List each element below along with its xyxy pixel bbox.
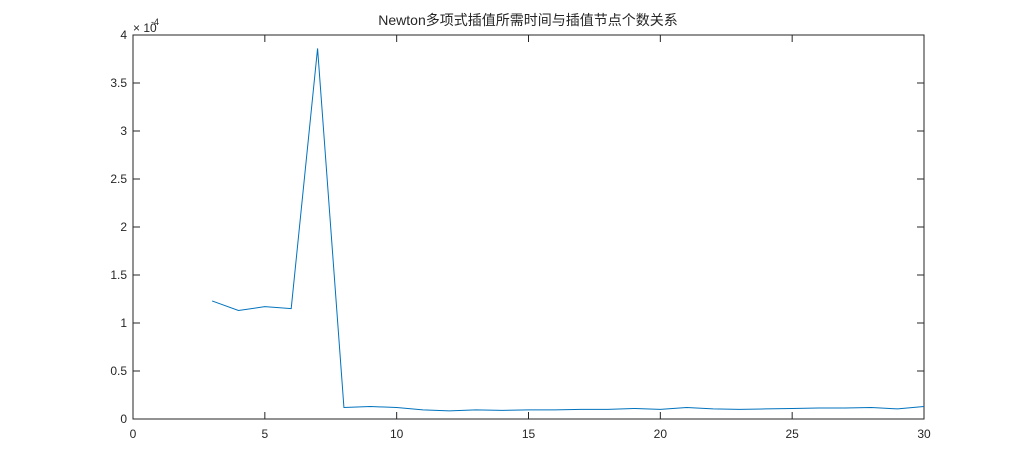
y-tick-label: 2.5 xyxy=(110,172,127,186)
axes-background xyxy=(132,34,925,420)
x-tick-label: 25 xyxy=(785,427,799,441)
y-tick-label: 3 xyxy=(120,124,127,138)
y-axis-ticks: 0 0.5 1 1.5 2 2.5 3 3.5 4 xyxy=(110,28,924,426)
x-tick-label: 0 xyxy=(130,427,137,441)
x-tick-label: 5 xyxy=(261,427,268,441)
y-tick-label: 0 xyxy=(120,412,127,426)
y-tick-label: 1 xyxy=(120,316,127,330)
x-axis-ticks: 0 5 10 15 20 25 30 xyxy=(130,35,931,441)
y-tick-label: 4 xyxy=(120,28,127,42)
x-tick-label: 15 xyxy=(522,427,536,441)
y-tick-label: 3.5 xyxy=(110,76,127,90)
x-tick-label: 30 xyxy=(917,427,931,441)
x-tick-label: 20 xyxy=(654,427,668,441)
y-axis-multiplier: × 10 xyxy=(133,21,157,35)
x-tick-label: 10 xyxy=(390,427,404,441)
y-axis-exponent: -4 xyxy=(151,17,159,27)
y-tick-label: 0.5 xyxy=(110,364,127,378)
series-line xyxy=(211,48,925,412)
y-tick-label: 1.5 xyxy=(110,268,127,282)
chart-title: Newton多项式插值所需时间与插值节点个数关系 xyxy=(378,12,677,28)
y-axis-exponent-label: × 10 -4 xyxy=(133,17,159,35)
y-tick-label: 2 xyxy=(120,220,127,234)
